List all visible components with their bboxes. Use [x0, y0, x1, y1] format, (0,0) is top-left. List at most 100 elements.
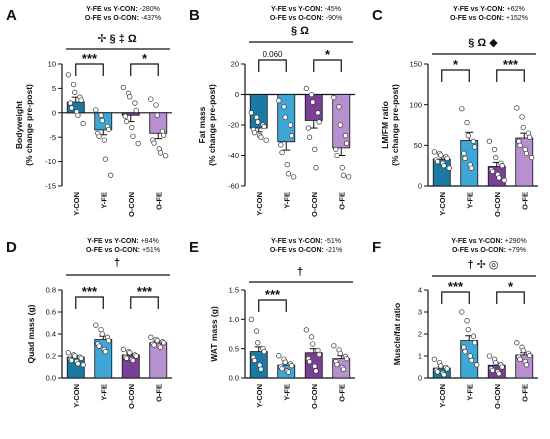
data-point: [261, 123, 267, 130]
data-point: [160, 340, 167, 346]
y-tick-label: 0.6: [46, 308, 56, 317]
data-point: [470, 333, 477, 339]
significance-bracket: [496, 291, 525, 304]
significance-label: ***: [265, 287, 281, 302]
y-tick-label: 1.5: [229, 286, 239, 295]
data-point: [285, 171, 292, 177]
data-point: [523, 362, 530, 368]
data-point: [444, 366, 450, 372]
data-point: [157, 344, 164, 350]
category-label: O-CON: [310, 192, 319, 217]
data-point: [99, 117, 105, 124]
data-point: [258, 366, 264, 372]
data-point: [291, 174, 297, 180]
data-point: [130, 133, 136, 139]
significance-bracket: [496, 69, 525, 82]
category-label: O-CON: [127, 192, 136, 217]
data-point: [279, 365, 285, 372]
significance-label: 0.060: [262, 50, 283, 59]
y-tick-label: 2: [418, 330, 422, 339]
data-point: [527, 352, 533, 359]
data-point: [102, 348, 109, 355]
data-point: [157, 150, 164, 156]
data-point: [251, 357, 258, 364]
data-point: [331, 343, 337, 349]
data-point: [162, 153, 169, 159]
data-point: [519, 114, 525, 120]
y-tick-label: 0: [418, 182, 422, 191]
significance-label: ***: [448, 279, 464, 294]
y-tick-label: 1.0: [229, 315, 239, 324]
data-point: [105, 337, 112, 344]
data-point: [122, 113, 128, 119]
y-tick-label: 10: [48, 60, 56, 69]
comparison-label: Y-FE vs Y-CON: +290%: [451, 238, 527, 245]
data-point: [514, 340, 520, 346]
data-point: [486, 353, 493, 359]
data-point: [279, 149, 285, 156]
data-point: [303, 327, 310, 333]
data-point: [75, 361, 81, 367]
y-tick-label: 4: [418, 286, 422, 295]
data-point: [441, 163, 447, 169]
category-label: Y-FE: [282, 192, 291, 209]
data-point: [253, 328, 260, 334]
data-point: [472, 144, 478, 150]
data-point: [431, 149, 438, 155]
data-point: [491, 146, 498, 153]
category-label: O-CON: [493, 192, 502, 217]
significance-bracket: [75, 63, 104, 76]
comparison-label: Y-FE vs Y-CON: +62%: [453, 6, 525, 13]
data-point: [130, 357, 136, 364]
data-point: [499, 364, 505, 370]
data-point: [336, 104, 342, 110]
panel-f: F Y-FE vs Y-CON: +290% O-FE vs O-CON: +79%…: [372, 238, 538, 409]
category-label: O-FE: [337, 384, 346, 402]
category-label: O-FE: [520, 192, 529, 210]
data-point: [258, 134, 264, 140]
data-point: [461, 150, 467, 157]
y-tick-label: 1: [418, 352, 422, 361]
data-point: [151, 342, 157, 348]
data-point: [337, 350, 343, 357]
category-label: O-FE: [337, 192, 346, 210]
data-point: [248, 110, 255, 116]
bar-o-fe: [332, 94, 351, 149]
data-point: [120, 346, 126, 353]
comparison-label: O-FE vs O-CON: -90%: [270, 15, 342, 22]
data-point: [154, 337, 160, 344]
data-point: [344, 140, 350, 146]
data-point: [133, 107, 139, 114]
panel-d: D Y-FE vs Y-CON: +84% O-FE vs O-CON: +51% 0…: [6, 238, 172, 409]
comparison-label: O-FE vs O-CON: -21%: [270, 247, 342, 254]
y-tick-label: 100: [409, 100, 422, 109]
data-point: [517, 142, 523, 148]
data-point: [331, 94, 337, 101]
comparison-label: O-FE vs O-CON: +79%: [452, 247, 526, 254]
data-point: [78, 97, 84, 103]
data-point: [65, 72, 71, 78]
y-tick-label: -15: [45, 182, 56, 191]
data-point: [465, 132, 471, 139]
data-point: [276, 97, 282, 104]
data-point: [98, 326, 104, 333]
category-label: O-CON: [127, 384, 136, 409]
data-point: [527, 134, 533, 140]
y-tick-label: 0.4: [46, 330, 56, 339]
category-label: O-CON: [310, 384, 319, 409]
data-point: [459, 106, 465, 112]
data-point: [129, 124, 135, 131]
significance-label: ***: [82, 51, 98, 66]
data-point: [68, 357, 75, 364]
data-point: [276, 353, 282, 359]
data-point: [306, 358, 313, 365]
data-point: [438, 152, 444, 158]
data-point: [472, 340, 478, 346]
data-point: [261, 348, 267, 355]
data-point: [441, 372, 447, 378]
data-point: [313, 165, 319, 171]
comparison-label: Y-FE vs Y-CON: -280%: [86, 6, 160, 13]
data-point: [313, 368, 319, 374]
y-axis-label: Fat mass: [197, 106, 207, 143]
panel-letter: D: [6, 239, 17, 256]
